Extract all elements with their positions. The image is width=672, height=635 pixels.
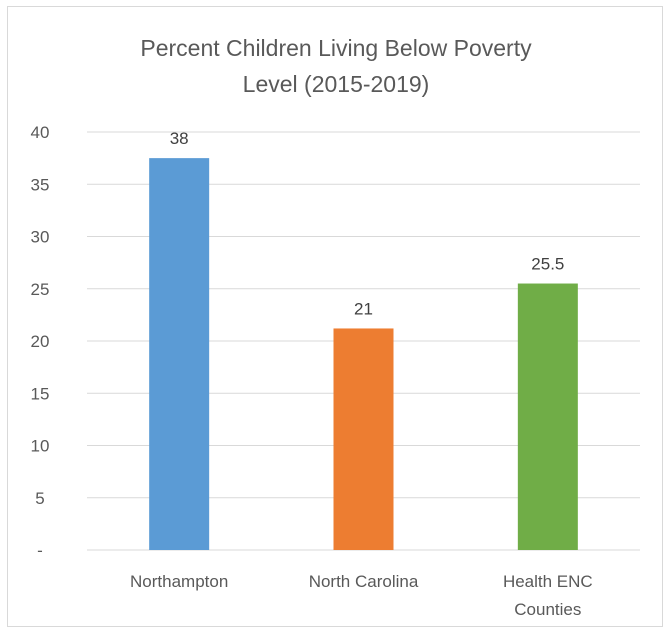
y-tick-label: 30 xyxy=(31,228,50,247)
data-label: 38 xyxy=(170,129,189,148)
bar-health-enc-counties xyxy=(517,283,578,550)
chart-title-line-2: Level (2015-2019) xyxy=(243,71,430,97)
y-tick-label: 15 xyxy=(31,384,50,403)
y-tick-label: 10 xyxy=(31,437,50,456)
data-label: 21 xyxy=(354,299,373,318)
category-label: Health ENC xyxy=(503,572,593,591)
category-label: Counties xyxy=(514,600,581,619)
bar-north-carolina xyxy=(333,328,394,550)
data-label: 25.5 xyxy=(531,255,564,274)
y-tick-label: 5 xyxy=(35,489,44,508)
category-label: Northampton xyxy=(130,572,228,591)
bars xyxy=(149,158,578,550)
y-tick-label: 40 xyxy=(31,123,50,142)
bar-northampton xyxy=(149,158,210,550)
category-label: North Carolina xyxy=(309,572,419,591)
chart-title-line-1: Percent Children Living Below Poverty xyxy=(140,35,532,61)
y-tick-label: 25 xyxy=(31,280,50,299)
data-labels: 38 21 25.5 xyxy=(170,129,565,318)
y-tick-label: - xyxy=(37,541,43,560)
y-tick-label: 20 xyxy=(31,332,50,351)
y-tick-label: 35 xyxy=(31,175,50,194)
y-axis-tick-labels: - 5 10 15 20 25 30 35 40 xyxy=(31,123,50,560)
x-axis-category-labels: Northampton North Carolina Health ENC Count… xyxy=(130,572,593,619)
